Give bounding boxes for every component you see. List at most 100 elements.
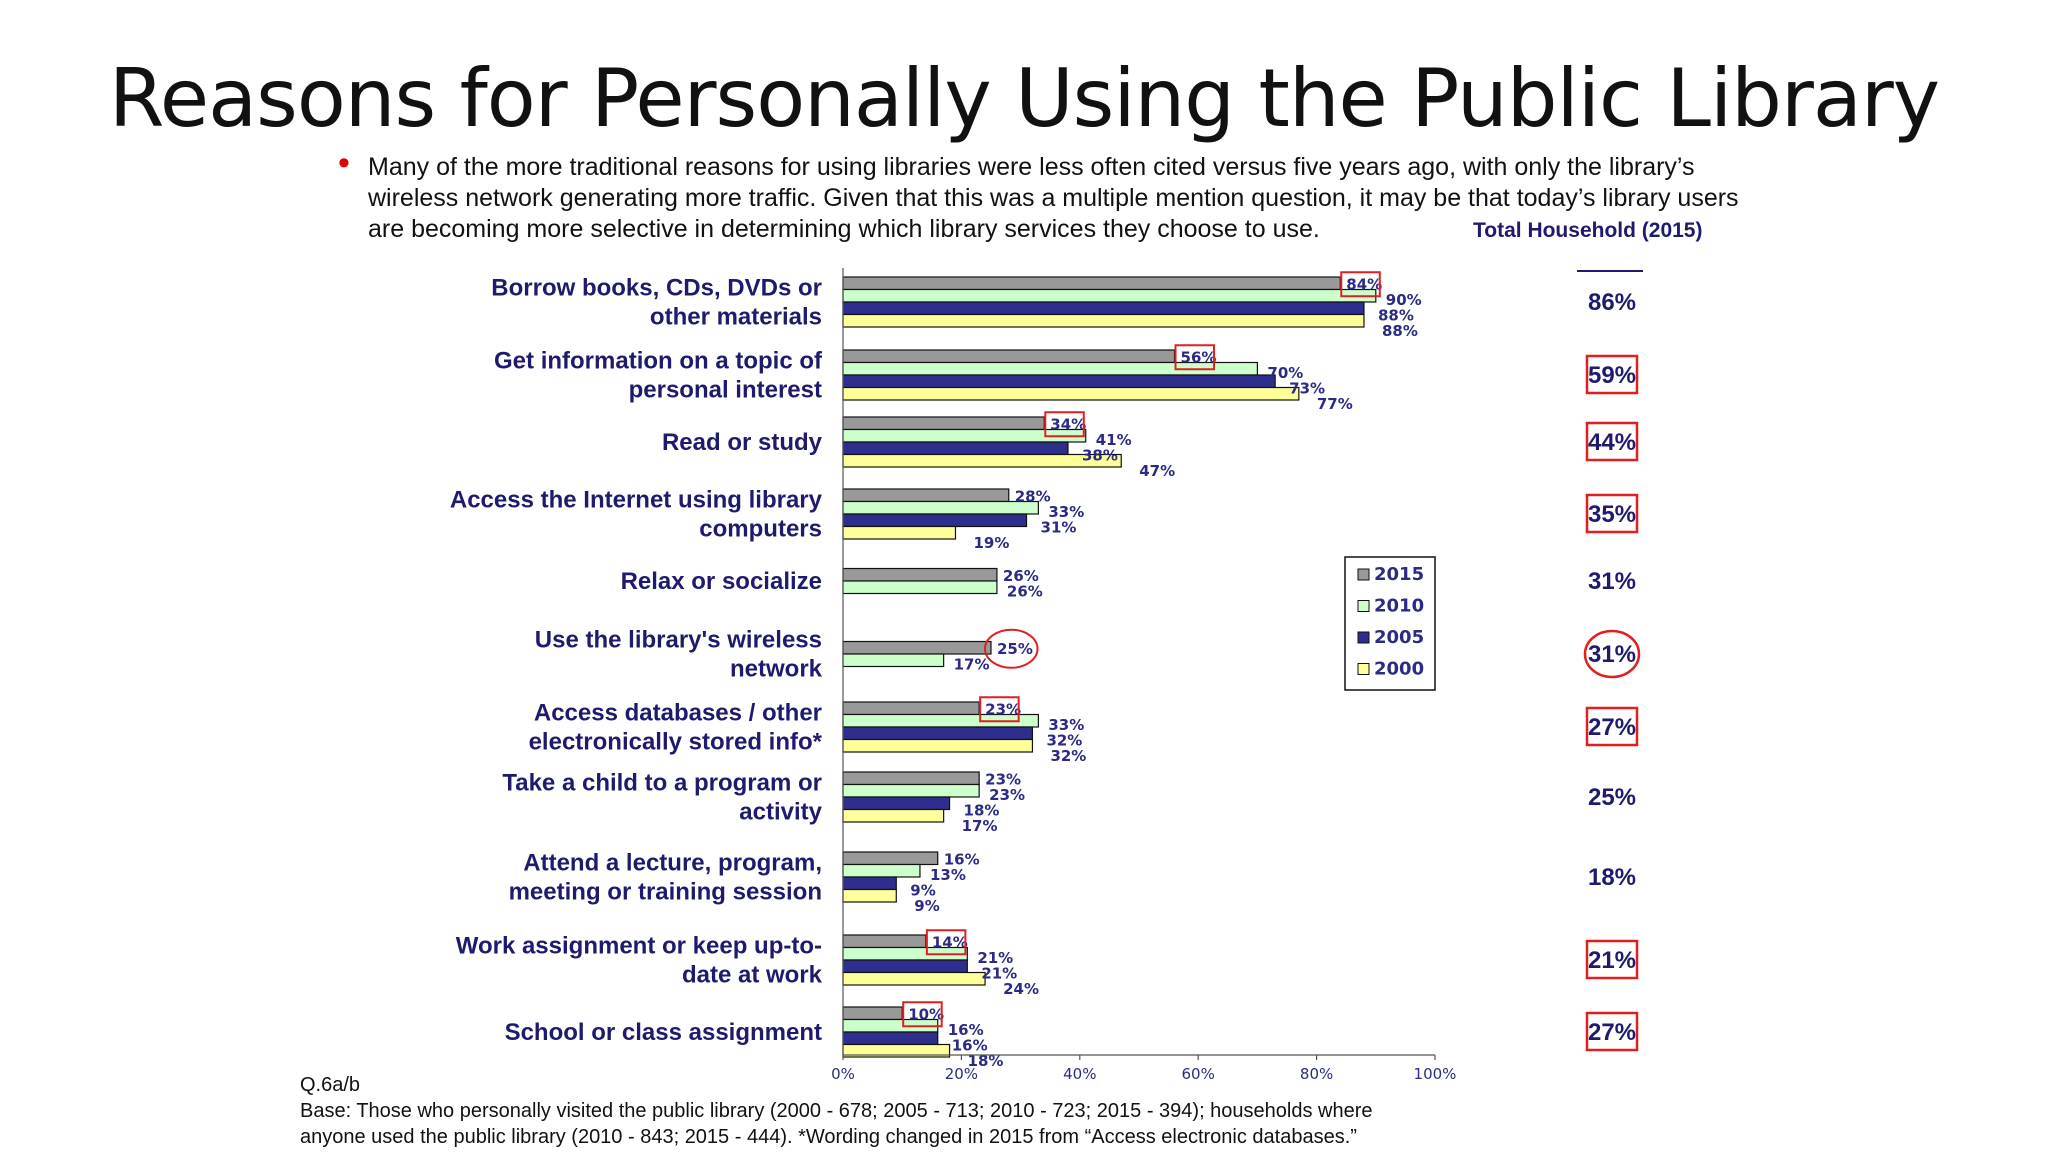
bars-layer — [842, 276, 1377, 1058]
total-household-value-borrow-books-cds-dvds-or-other-materials: 86% — [1588, 289, 1636, 316]
legend: 2015 2010 2005 2000 — [1344, 556, 1436, 691]
value-label-use-the-library-s-wireless-network-2010: 17% — [954, 655, 990, 673]
total-household-value-relax-or-socialize: 31% — [1588, 568, 1636, 595]
bar-use-the-library-s-wireless-network-2015 — [842, 640, 992, 655]
value-label-borrow-books-cds-dvds-or-other-materials-2005: 88% — [1378, 306, 1414, 324]
bar-get-information-on-a-topic-of-personal-i-2015 — [842, 349, 1176, 364]
value-label-access-the-internet-using-library-comput-2000: 19% — [973, 534, 1009, 552]
value-label-access-databases-other-electronically-st-2000: 32% — [1050, 747, 1086, 765]
bar-attend-a-lecture-program-meeting-or-trai-2005 — [842, 876, 897, 891]
value-label-access-databases-other-electronically-st-2005: 32% — [1046, 731, 1082, 749]
value-label-relax-or-socialize-2015: 26% — [1003, 567, 1039, 585]
total-household-value-access-the-internet-using-library-comput: 35% — [1588, 501, 1636, 528]
footnote-question: Q.6a/b — [300, 1074, 361, 1096]
category-label-read-or-study: Read or study — [662, 429, 823, 456]
bar-work-assignment-or-keep-up-to-date-at-wo-2015 — [842, 934, 927, 949]
value-label-relax-or-socialize-2010: 26% — [1007, 582, 1043, 600]
bar-relax-or-socialize-2010 — [842, 580, 998, 595]
footnote: Q.6a/b Base: Those who personally visite… — [300, 1072, 1800, 1150]
highlight-box-access-databases-other-electronically-st — [979, 696, 1020, 723]
footnote-wording: anyone used the public library (2010 - 8… — [300, 1126, 1357, 1148]
bar-get-information-on-a-topic-of-personal-i-2005 — [842, 374, 1276, 389]
total-highlight-circle-use-the-library-s-wireless-network — [1583, 629, 1641, 679]
x-tick-label-40: 40% — [1063, 1065, 1096, 1083]
legend-label-2015: 2015 — [1374, 564, 1424, 585]
category-label-get-information-on-a-topic-of-personal-i-line1: Get information on a topic of — [494, 348, 823, 375]
value-label-read-or-study-2015: 34% — [1050, 415, 1086, 433]
value-label-work-assignment-or-keep-up-to-date-at-wo-2010: 21% — [977, 949, 1013, 967]
category-label-borrow-books-cds-dvds-or-other-materials-line1: Borrow books, CDs, DVDs or — [491, 275, 822, 302]
category-label-borrow-books-cds-dvds-or-other-materials-line2: other materials — [650, 304, 822, 331]
x-tick-label-0: 0% — [831, 1065, 855, 1083]
value-label-borrow-books-cds-dvds-or-other-materials-2000: 88% — [1382, 322, 1418, 340]
legend-label-2000: 2000 — [1374, 659, 1424, 680]
value-label-school-or-class-assignment-2005: 16% — [952, 1036, 988, 1054]
category-label-take-a-child-to-a-program-or-activity-line2: activity — [739, 799, 822, 826]
legend-swatch-2005 — [1357, 631, 1370, 644]
bar-access-the-internet-using-library-comput-2010 — [842, 500, 1039, 515]
value-label-read-or-study-2000: 47% — [1139, 462, 1175, 480]
category-label-work-assignment-or-keep-up-to-date-at-wo-line1: Work assignment or keep up-to- — [456, 933, 822, 960]
category-label-work-assignment-or-keep-up-to-date-at-wo-line2: date at work — [682, 962, 823, 989]
value-label-take-a-child-to-a-program-or-activity-2015: 23% — [985, 770, 1021, 788]
total-household-value-attend-a-lecture-program-meeting-or-trai: 18% — [1588, 864, 1636, 891]
category-label-attend-a-lecture-program-meeting-or-trai-line1: Attend a lecture, program, — [523, 850, 822, 877]
footnote-base: Base: Those who personally visited the p… — [300, 1100, 1373, 1122]
value-label-access-the-internet-using-library-comput-2005: 31% — [1041, 518, 1077, 536]
value-label-borrow-books-cds-dvds-or-other-materials-2010: 90% — [1386, 291, 1422, 309]
bar-access-databases-other-electronically-st-2005 — [842, 726, 1034, 741]
bullet-dot: • — [338, 144, 350, 182]
category-label-access-databases-other-electronically-st-line1: Access databases / other — [534, 700, 822, 727]
bar-work-assignment-or-keep-up-to-date-at-wo-2000 — [842, 971, 986, 986]
category-label-use-the-library-s-wireless-network-line2: network — [730, 656, 823, 683]
total-highlight-box-read-or-study — [1585, 421, 1639, 462]
total-highlight-box-access-the-internet-using-library-comput — [1585, 493, 1639, 534]
bar-borrow-books-cds-dvds-or-other-materials-2000 — [842, 313, 1365, 328]
value-label-access-databases-other-electronically-st-2010: 33% — [1048, 716, 1084, 734]
highlight-box-work-assignment-or-keep-up-to-date-at-wo — [925, 929, 967, 956]
bar-read-or-study-2005 — [842, 441, 1069, 456]
category-label-use-the-library-s-wireless-network-line1: Use the library's wireless — [535, 627, 822, 654]
x-axis: 0% 20% 40% 60% 80% 100% — [831, 268, 1456, 1083]
value-label-work-assignment-or-keep-up-to-date-at-wo-2000: 24% — [1003, 980, 1039, 998]
bar-attend-a-lecture-program-meeting-or-trai-2010 — [842, 863, 921, 878]
value-label-take-a-child-to-a-program-or-activity-2000: 17% — [962, 817, 998, 835]
bar-work-assignment-or-keep-up-to-date-at-wo-2005 — [842, 959, 968, 974]
bar-access-the-internet-using-library-comput-2015 — [842, 488, 1010, 503]
x-tick-label-80: 80% — [1300, 1065, 1333, 1083]
highlight-box-school-or-class-assignment — [902, 1001, 943, 1028]
category-label-take-a-child-to-a-program-or-activity-line1: Take a child to a program or — [502, 770, 822, 797]
bar-attend-a-lecture-program-meeting-or-trai-2015 — [842, 851, 939, 866]
total-household-value-take-a-child-to-a-program-or-activity: 25% — [1588, 784, 1636, 811]
value-label-attend-a-lecture-program-meeting-or-trai-2005: 9% — [910, 881, 935, 899]
bar-take-a-child-to-a-program-or-activity-2010 — [842, 783, 980, 798]
bar-borrow-books-cds-dvds-or-other-materials-2010 — [842, 288, 1377, 303]
bar-use-the-library-s-wireless-network-2010 — [842, 653, 945, 668]
total-highlight-box-work-assignment-or-keep-up-to-date-at-wo — [1585, 939, 1639, 980]
bar-access-the-internet-using-library-comput-2000 — [842, 525, 957, 540]
bar-attend-a-lecture-program-meeting-or-trai-2000 — [842, 888, 897, 903]
value-label-access-the-internet-using-library-comput-2010: 33% — [1048, 503, 1084, 521]
x-tick-label-100: 100% — [1414, 1065, 1457, 1083]
bar-school-or-class-assignment-2005 — [842, 1031, 939, 1046]
category-label-access-databases-other-electronically-st-line2: electronically stored info* — [529, 729, 823, 756]
bar-school-or-class-assignment-2015 — [842, 1006, 903, 1021]
value-label-read-or-study-2005: 38% — [1082, 446, 1118, 464]
value-label-read-or-study-2010: 41% — [1096, 431, 1132, 449]
highlight-box-read-or-study — [1044, 411, 1085, 438]
value-label-take-a-child-to-a-program-or-activity-2005: 18% — [964, 801, 1000, 819]
total-highlight-box-access-databases-other-electronically-st — [1585, 706, 1639, 747]
value-label-attend-a-lecture-program-meeting-or-trai-2015: 16% — [944, 850, 980, 868]
highlight-box-get-information-on-a-topic-of-personal-i — [1174, 344, 1216, 371]
value-label-work-assignment-or-keep-up-to-date-at-wo-2015: 14% — [932, 933, 968, 951]
value-label-school-or-class-assignment-2015: 10% — [908, 1005, 944, 1023]
value-label-attend-a-lecture-program-meeting-or-trai-2010: 13% — [930, 866, 966, 884]
total-household-value-get-information-on-a-topic-of-personal-i: 59% — [1588, 362, 1636, 389]
bar-get-information-on-a-topic-of-personal-i-2000 — [842, 386, 1300, 401]
category-label-access-the-internet-using-library-comput-line1: Access the Internet using library — [450, 487, 823, 514]
value-label-get-information-on-a-topic-of-personal-i-2015: 56% — [1181, 348, 1217, 366]
highlight-circle-use-the-library-s-wireless-network — [984, 628, 1039, 669]
value-label-attend-a-lecture-program-meeting-or-trai-2000: 9% — [914, 897, 939, 915]
value-label-access-databases-other-electronically-st-2015: 23% — [985, 700, 1021, 718]
